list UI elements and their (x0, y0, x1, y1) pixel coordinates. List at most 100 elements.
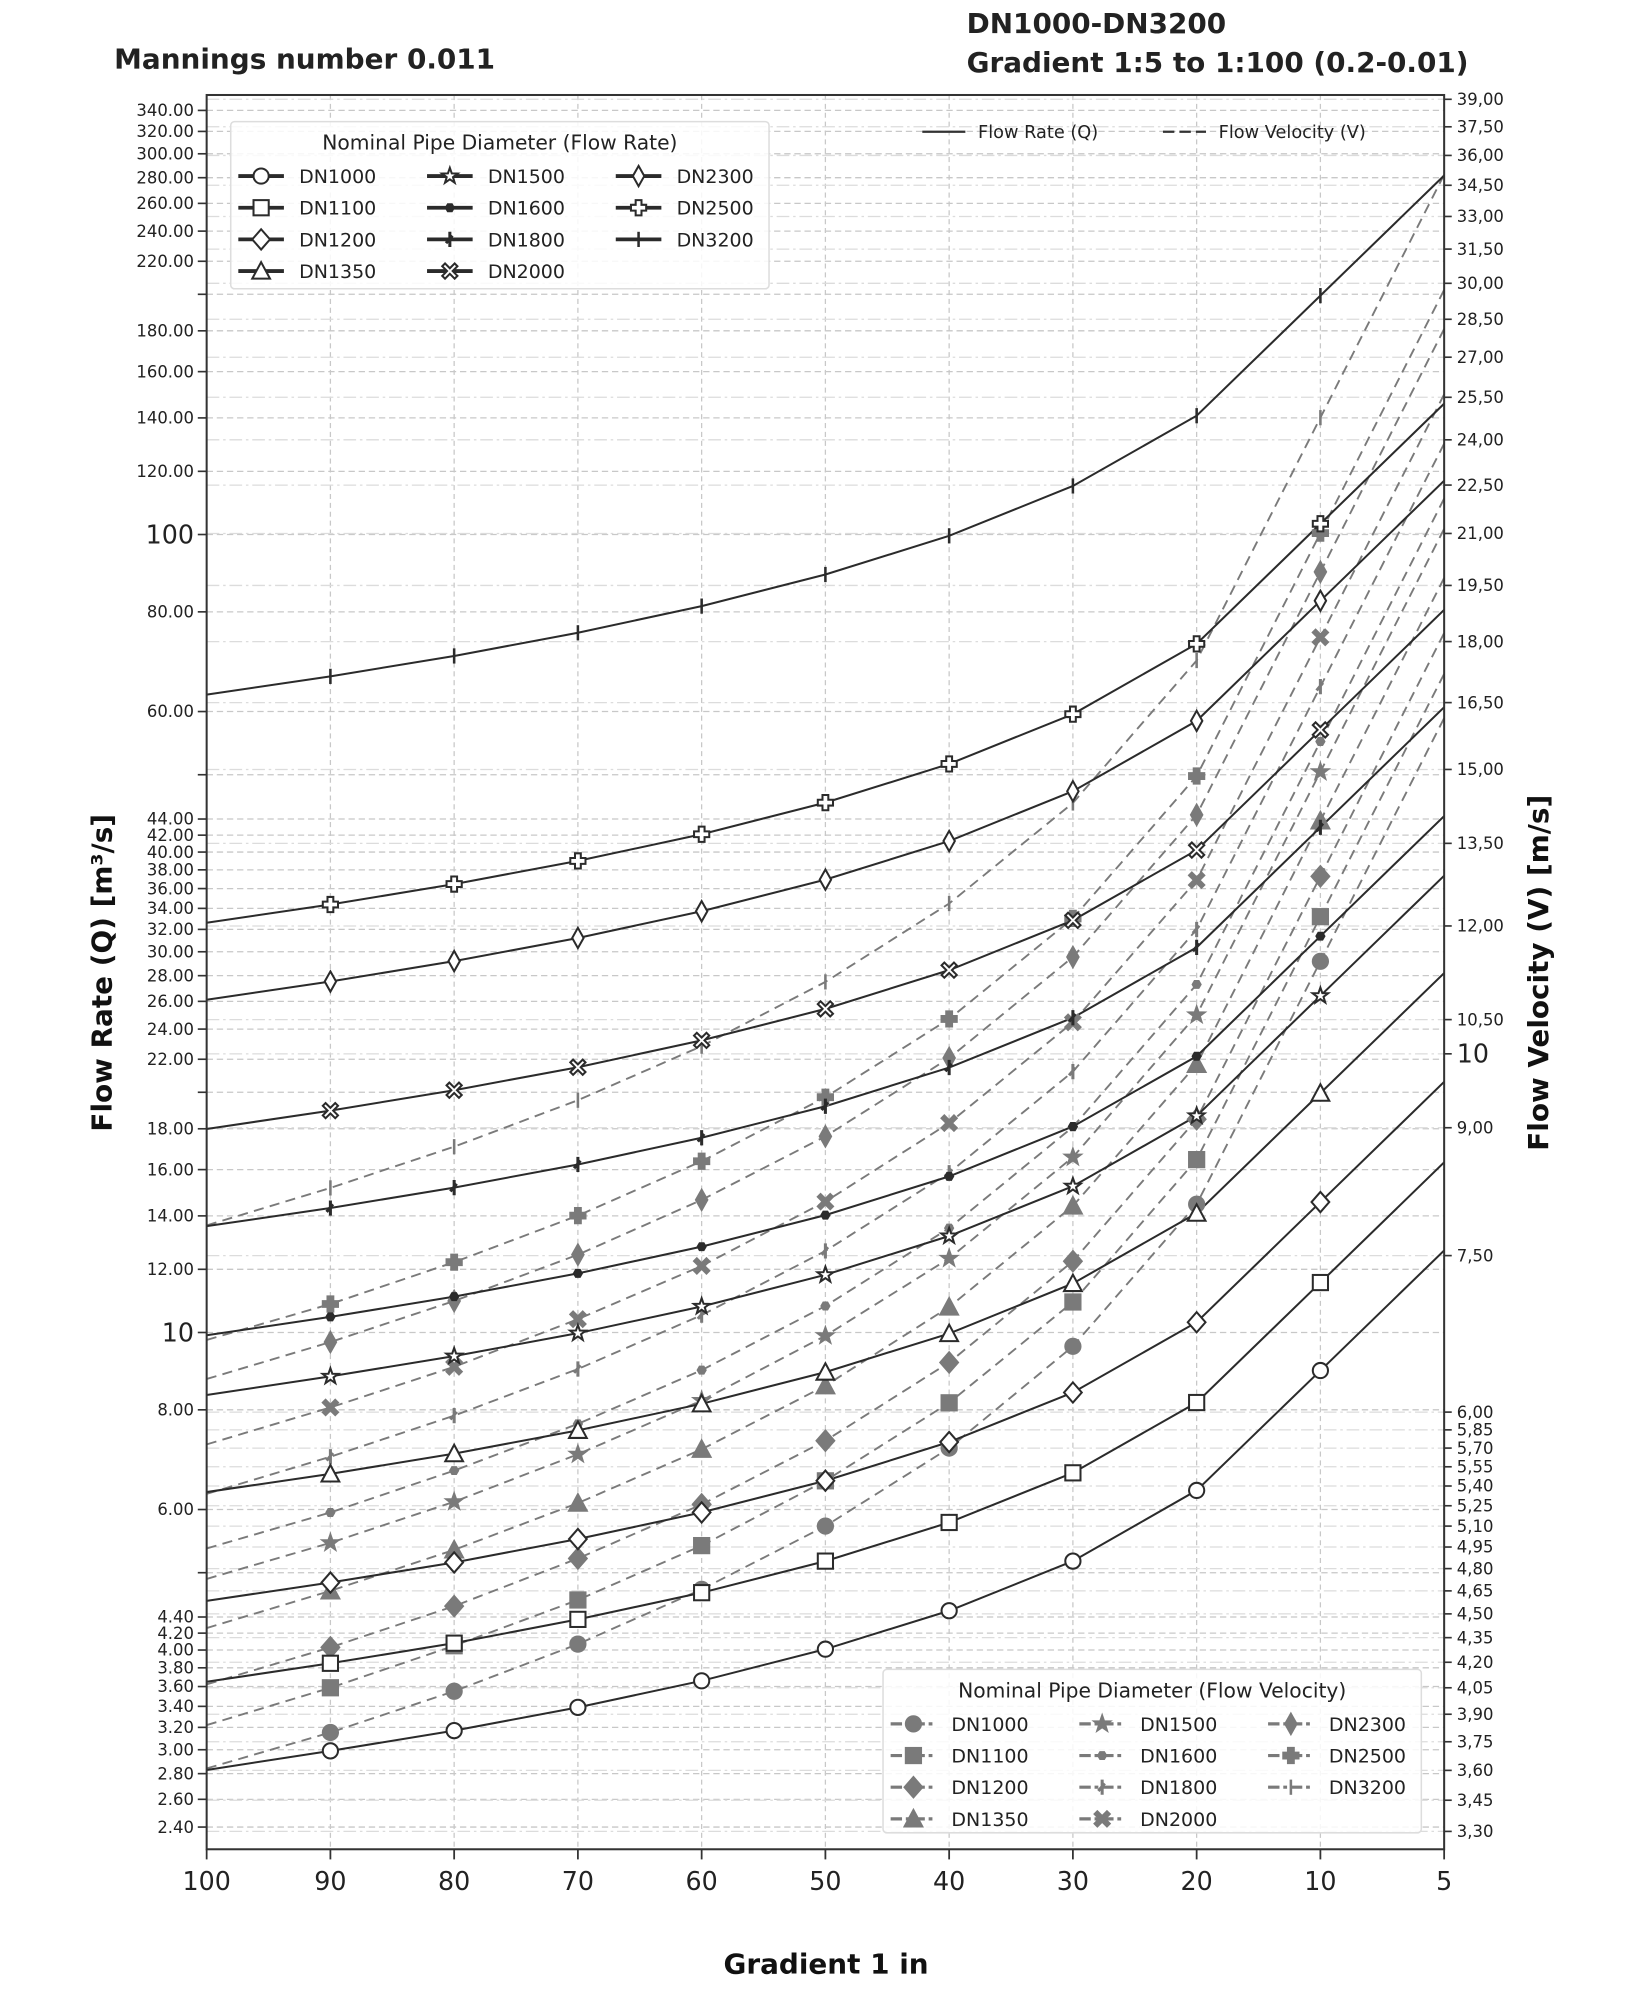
y-right-tick-label: 33,00 (1457, 207, 1504, 226)
flow-velocity-point-dn1200-shape (443, 1594, 465, 1618)
flow-velocity-point-dn1800 (325, 1449, 335, 1465)
flow-velocity-point-dn1350 (1186, 1053, 1208, 1074)
x-tick-label: 40 (933, 1866, 965, 1896)
flow-velocity-point-dn1350 (938, 1295, 960, 1316)
flow-velocity-point-dn1200-shape (1310, 864, 1331, 888)
flow-velocity-point-dn1200 (815, 1429, 836, 1453)
flow-rate-point-dn1200-shape (691, 1500, 712, 1525)
flow-velocity-legend-marker-shape (904, 1715, 923, 1733)
flow-velocity-legend-marker (1091, 1712, 1113, 1734)
flow-rate-point-dn2300 (694, 899, 709, 924)
y-right-tick-label: 19,50 (1457, 576, 1504, 595)
flow-rate-legend-label: DN2000 (488, 261, 565, 283)
flow-rate-point-dn1800-shape (820, 1098, 830, 1114)
flow-velocity-point-dn1100-shape (1311, 908, 1330, 926)
flow-velocity-point-dn2000 (568, 1310, 587, 1329)
flow-rate-point-dn1200-shape (938, 1430, 960, 1454)
flow-rate-point-dn1100-shape (940, 1513, 958, 1532)
flow-rate-point-dn1500 (690, 1295, 713, 1316)
flow-velocity-point-dn2300 (1189, 802, 1204, 828)
flow-rate-legend: Nominal Pipe Diameter (Flow Rate) DN1000 D… (229, 120, 770, 290)
flow-velocity-point-dn1200-shape (567, 1546, 589, 1571)
flow-rate-point-dn2000-shape (1063, 911, 1082, 930)
flow-velocity-point-dn2000-shape (692, 1256, 711, 1275)
flow-velocity-point-dn1800 (820, 1243, 830, 1259)
y-left-tick-label: 100 (146, 519, 194, 549)
flow-velocity-point-dn1200 (320, 1635, 341, 1660)
y-left-tick-label: 14.00 (147, 1207, 194, 1226)
series-markers (319, 288, 1332, 1760)
flow-rate-legend-marker-shape (444, 231, 454, 247)
flow-velocity-legend-box (882, 1668, 1423, 1834)
flow-rate-point-dn1500-shape (814, 1263, 837, 1284)
y-right-tick-label: 39,00 (1457, 90, 1504, 109)
y-right-tick-label: 10,50 (1457, 1010, 1504, 1029)
flow-rate-point-dn1350 (938, 1322, 960, 1343)
flow-velocity-legend-label: DN1800 (1140, 1777, 1217, 1799)
x-tick-label: 5 (1436, 1866, 1452, 1896)
y-right-tick-label: 21,00 (1457, 524, 1504, 543)
flow-velocity-point-dn1000-shape (1064, 1337, 1082, 1355)
flow-velocity-legend-marker-shape (1096, 1751, 1108, 1761)
flow-velocity-point-dn1800-shape (820, 1243, 830, 1259)
flow-velocity-point-dn1800-shape (325, 1449, 335, 1465)
flow-rate-legend-box (229, 120, 770, 290)
flow-velocity-legend-label: DN1000 (951, 1714, 1028, 1736)
flow-rate-point-dn1200 (691, 1500, 712, 1525)
y-left-tick-label: 4.20 (157, 1624, 194, 1643)
flow-rate-point-dn1600 (448, 1292, 460, 1302)
flow-rate-point-dn1200-shape (1186, 1310, 1207, 1334)
y-right-tick-label: 3,45 (1457, 1791, 1494, 1810)
flow-rate-legend-marker (444, 231, 454, 247)
flow-rate-point-dn1200-shape (567, 1527, 589, 1551)
flow-velocity-legend-label: DN3200 (1329, 1777, 1406, 1799)
flow-rate-point-dn2300-shape (1313, 588, 1328, 614)
y-right-tick-label: 4,05 (1457, 1678, 1494, 1697)
flow-rate-point-dn1800-shape (1191, 939, 1201, 955)
flow-velocity-point-dn1100 (1311, 908, 1330, 926)
flow-velocity-legend-marker-shape (1097, 1779, 1106, 1795)
flow-velocity-point-dn2000-shape (816, 1192, 835, 1211)
flow-rate-point-dn1100 (569, 1610, 587, 1628)
flow-rate-point-dn1000 (1311, 1361, 1330, 1380)
flow-rate-point-dn1100-shape (321, 1654, 340, 1672)
flow-velocity-point-dn1100-shape (569, 1591, 587, 1609)
flow-velocity-point-dn1350-shape (814, 1374, 836, 1395)
flow-rate-point-dn1500-shape (443, 1344, 465, 1366)
flow-velocity-point-dn2000-shape (321, 1398, 340, 1417)
y-right-tick-label: 6,00 (1457, 1403, 1494, 1422)
flow-rate-point-dn1600-shape (1315, 931, 1326, 941)
flow-rate-legend-marker (444, 203, 456, 213)
flow-velocity-point-dn2300-shape (323, 1329, 338, 1355)
flow-velocity-legend-marker-shape (902, 1807, 924, 1828)
flow-rate-point-dn2500 (445, 875, 463, 893)
flow-rate-legend-marker (629, 199, 648, 217)
flow-rate-point-dn2300-shape (818, 867, 833, 892)
flow-rate-point-dn1500 (814, 1263, 837, 1284)
flow-rate-point-dn1500-shape (1309, 984, 1332, 1005)
flow-rate-point-dn2500-shape (1064, 705, 1082, 723)
flow-rate-legend-marker-shape (440, 262, 459, 281)
flow-rate-point-dn1200-shape (443, 1550, 465, 1575)
flow-rate-point-dn1200-shape (320, 1570, 341, 1595)
flow-velocity-legend-marker-shape (903, 1775, 924, 1799)
flow-rate-legend-marker-shape (629, 199, 648, 217)
flow-velocity-point-dn2500 (816, 1088, 835, 1106)
flow-rate-point-dn2000 (940, 961, 959, 980)
flow-rate-point-dn2500 (569, 852, 587, 870)
flow-rate-point-dn1350-shape (443, 1442, 465, 1463)
y-left-tick-label: 60.00 (147, 702, 194, 721)
flow-velocity-point-dn2000 (940, 1114, 959, 1133)
flow-velocity-legend-marker (1282, 1746, 1300, 1765)
line-style-legend: Flow Rate (Q) Flow Velocity (V) (922, 123, 1366, 143)
flow-velocity-point-dn2300 (323, 1329, 338, 1355)
flow-rate-point-dn2500 (1311, 515, 1330, 533)
flow-rate-point-dn1000 (816, 1640, 835, 1658)
flow-rate-point-dn1200 (1186, 1310, 1207, 1334)
flow-velocity-point-dn1800 (1191, 921, 1201, 938)
x-tick-label: 80 (438, 1866, 470, 1896)
flow-rate-point-dn2500 (940, 755, 958, 773)
flow-rate-point-dn1350 (1062, 1272, 1084, 1293)
y-right-tick-label: 4,80 (1457, 1559, 1494, 1578)
flow-rate-point-dn2000-shape (321, 1101, 340, 1120)
